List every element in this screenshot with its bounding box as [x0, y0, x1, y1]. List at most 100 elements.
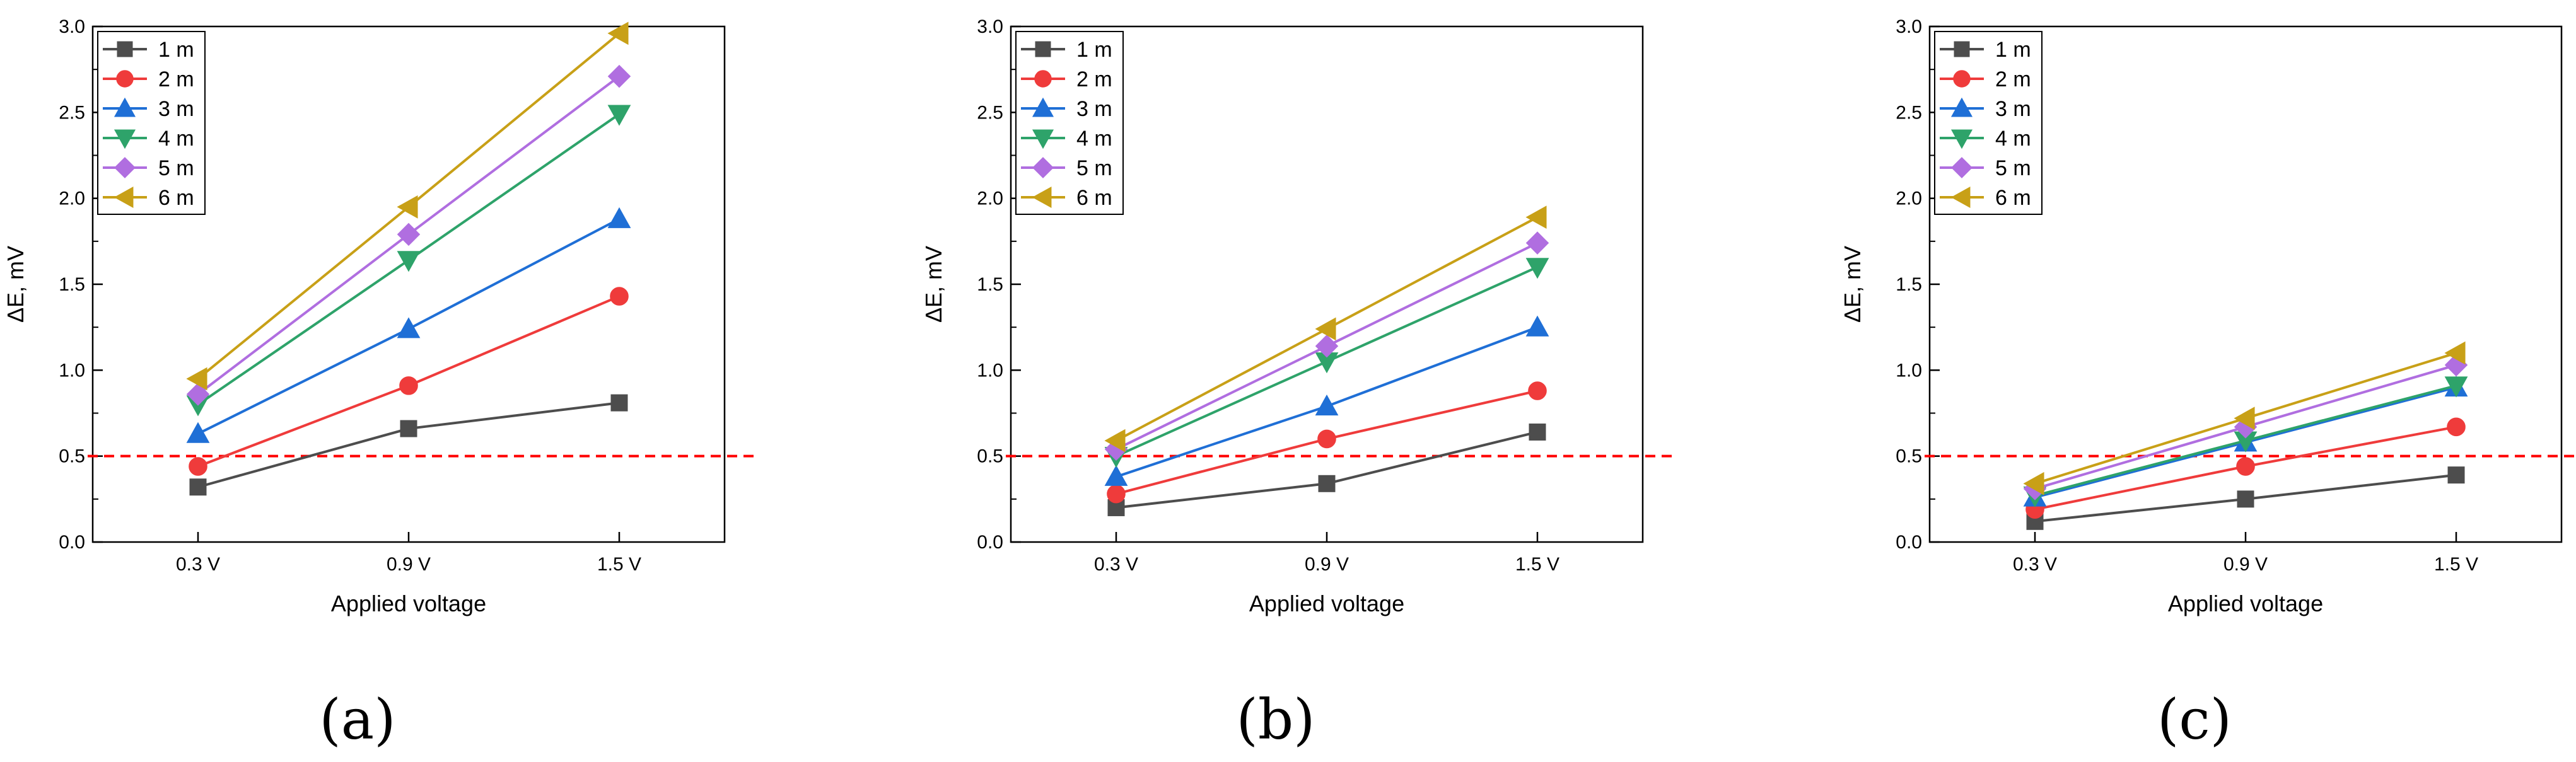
x-axis-title: Applied voltage — [331, 591, 486, 616]
y-axis-title: ΔE, mV — [1839, 246, 1865, 323]
legend-label: 5 m — [1995, 156, 2031, 180]
y-tick-label: 0.0 — [59, 532, 85, 553]
legend-label: 1 m — [1995, 38, 2031, 62]
chart-panel-3: 0.0 0.5 1.0 1.5 2.0 2.5 3.0 0.3 V 0.9 V 1.5 V Appl… — [1839, 16, 2576, 616]
data-point-5m-2 — [397, 222, 421, 246]
legend-label: 4 m — [1076, 127, 1112, 151]
data-point-5m-3 — [607, 64, 631, 88]
panel-caption-c: (c) — [2157, 687, 2232, 752]
y-tick-label: 0.0 — [977, 532, 1003, 553]
y-tick-label: 2.5 — [59, 102, 85, 123]
data-point-1m-2 — [2237, 490, 2254, 508]
data-point-6m-2 — [1315, 317, 1336, 341]
y-axis-title: ΔE, mV — [3, 246, 28, 323]
x-tick-label: 0.3 V — [176, 554, 220, 575]
data-point-3m-2 — [397, 317, 421, 338]
legend-box — [1015, 31, 1124, 215]
y-tick-label: 0.5 — [59, 446, 85, 467]
legend-box — [97, 31, 206, 215]
data-point-4m-3 — [607, 105, 631, 126]
x-tick-label: 0.3 V — [1094, 554, 1138, 575]
y-tick-label: 2.5 — [1896, 102, 1922, 123]
data-point-6m-1 — [1104, 429, 1126, 453]
legend-marker — [1032, 186, 1052, 209]
legend-marker — [1032, 97, 1054, 117]
data-point-3m-1 — [1104, 465, 1128, 486]
data-point-4m-3 — [1525, 258, 1549, 279]
legend-label: 4 m — [158, 127, 194, 151]
legend-label: 5 m — [1076, 156, 1112, 180]
data-point-1m-3 — [2447, 466, 2465, 484]
legend-label: 6 m — [1076, 186, 1112, 210]
data-point-5m-1 — [186, 383, 210, 406]
y-tick-label: 3.0 — [59, 16, 85, 37]
legend-marker — [1953, 70, 1971, 88]
legend-label: 6 m — [158, 186, 194, 210]
data-point-6m-3 — [2444, 341, 2466, 365]
y-axis-title: ΔE, mV — [921, 246, 947, 323]
legend-box — [1934, 31, 2043, 215]
chart-panel-1: 0.0 0.5 1.0 1.5 2.0 2.5 3.0 0.3 V 0.9 V 1.5 V Appl… — [3, 16, 757, 616]
y-tick-label: 3.0 — [977, 16, 1003, 37]
data-point-6m-1 — [186, 367, 207, 391]
legend-marker — [1034, 70, 1052, 88]
data-point-3m-1 — [186, 422, 210, 443]
x-tick-label: 0.3 V — [2013, 554, 2057, 575]
data-point-2m-2 — [2236, 457, 2255, 476]
legend-label: 3 m — [158, 97, 194, 121]
y-tick-label: 2.0 — [1896, 188, 1922, 209]
legend-label: 6 m — [1995, 186, 2031, 210]
y-tick-label: 1.5 — [977, 274, 1003, 295]
legend-marker — [117, 41, 133, 57]
legend-marker — [114, 97, 136, 117]
y-tick-label: 0.5 — [977, 446, 1003, 467]
legend-marker — [116, 70, 134, 88]
data-point-4m-2 — [397, 251, 421, 272]
x-axis-title: Applied voltage — [2168, 591, 2323, 616]
data-point-3m-3 — [607, 207, 631, 228]
legend-marker — [1032, 129, 1054, 149]
series-line-1m — [197, 401, 620, 488]
data-point-2m-2 — [1317, 429, 1336, 449]
data-point-1m-2 — [400, 420, 417, 437]
chart-panel-2: 0.0 0.5 1.0 1.5 2.0 2.5 3.0 0.3 V 0.9 V 1.5 V Appl… — [921, 16, 1676, 616]
y-tick-label: 1.0 — [1896, 360, 1922, 381]
y-tick-label: 3.0 — [1896, 16, 1922, 37]
y-tick-label: 0.0 — [1896, 532, 1922, 553]
data-point-2m-1 — [1107, 484, 1126, 504]
x-tick-label: 0.9 V — [387, 554, 431, 575]
data-point-2m-3 — [2447, 417, 2466, 437]
legend-marker — [114, 186, 134, 209]
legend-label: 3 m — [1076, 97, 1112, 121]
data-point-1m-3 — [610, 394, 628, 412]
legend-marker — [1032, 157, 1054, 178]
y-tick-label: 1.0 — [59, 360, 85, 381]
legend-marker — [1950, 97, 1973, 117]
data-point-6m-2 — [397, 195, 418, 219]
legend-label: 4 m — [1995, 127, 2031, 151]
x-tick-label: 1.5 V — [1515, 554, 1559, 575]
y-tick-label: 2.0 — [977, 188, 1003, 209]
legend-label: 5 m — [158, 156, 194, 180]
panel-caption-b: (b) — [1236, 687, 1315, 752]
data-point-6m-2 — [2234, 407, 2255, 430]
legend-label: 2 m — [1995, 67, 2031, 91]
data-point-5m-3 — [1525, 231, 1549, 255]
data-point-1m-1 — [189, 478, 207, 496]
legend-marker — [1951, 157, 1973, 178]
x-tick-label: 0.9 V — [2223, 554, 2268, 575]
y-tick-label: 2.0 — [59, 188, 85, 209]
data-point-5m-2 — [1315, 334, 1339, 358]
data-point-3m-3 — [1525, 315, 1549, 337]
legend-label: 1 m — [1076, 38, 1112, 62]
y-tick-label: 1.5 — [1896, 274, 1922, 295]
data-point-1m-2 — [1318, 475, 1336, 492]
data-point-2m-3 — [1528, 381, 1547, 400]
legend-marker — [1950, 186, 1971, 209]
legend-label: 2 m — [158, 67, 194, 91]
legend-marker — [114, 129, 136, 149]
panel-caption-a: (a) — [319, 687, 396, 752]
legend-label: 2 m — [1076, 67, 1112, 91]
legend-marker — [114, 157, 136, 178]
